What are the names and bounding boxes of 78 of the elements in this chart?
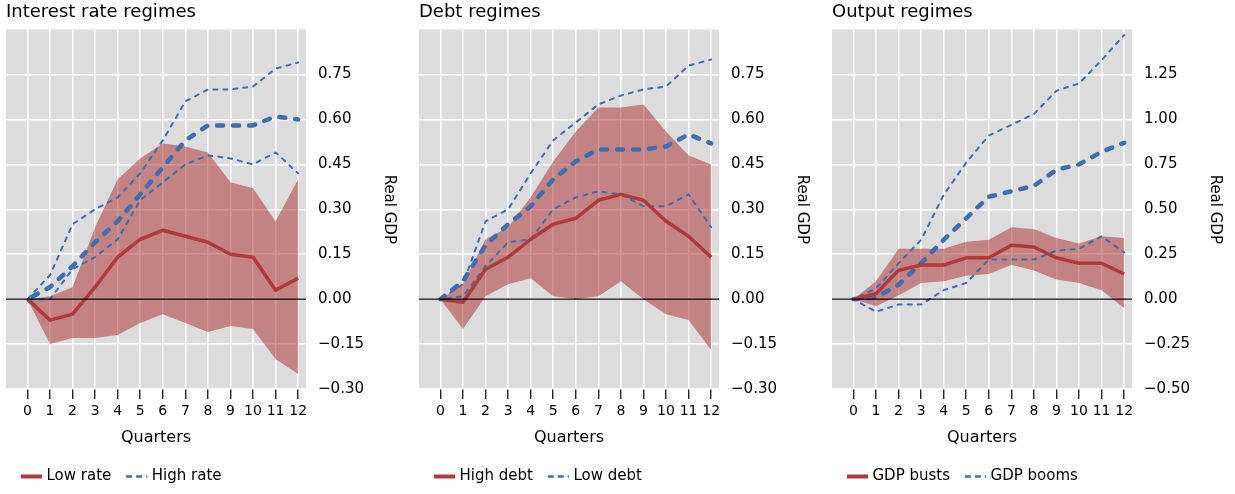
x-tick-label: 4 <box>939 402 949 419</box>
x-tick-label: 1 <box>45 402 55 419</box>
x-axis-title: Quarters <box>533 426 605 446</box>
y-tick-label: −0.50 <box>1144 378 1190 397</box>
x-tick-label: 8 <box>1029 402 1039 419</box>
chart-title: Output regimes <box>832 0 973 22</box>
x-tick-label: 5 <box>548 402 558 419</box>
x-tick-label: 6 <box>158 402 168 419</box>
x-tick-label: 3 <box>503 402 513 419</box>
y-tick-label: 0.45 <box>318 154 352 173</box>
y-tick-label: −0.25 <box>1144 333 1190 352</box>
x-tick-label: 11 <box>679 402 698 419</box>
y-tick-label: 0.25 <box>1144 244 1178 263</box>
legend-label: High debt <box>459 466 534 485</box>
legend-label: GDP booms <box>990 466 1078 485</box>
y-tick-label: 0.00 <box>1144 289 1178 308</box>
legend-label: High rate <box>151 466 222 485</box>
x-tick-label: 5 <box>961 402 971 419</box>
y-tick-label: −0.30 <box>318 378 364 397</box>
x-tick-label: 2 <box>894 402 904 419</box>
x-tick-label: 12 <box>289 402 308 419</box>
x-tick-label: 11 <box>266 402 285 419</box>
x-axis-title: Quarters <box>946 426 1018 446</box>
y-tick-label: 0.75 <box>731 64 765 83</box>
y-tick-label: 0.15 <box>731 244 765 263</box>
y-tick-label: −0.30 <box>731 378 777 397</box>
y-tick-label: 0.60 <box>731 109 765 128</box>
x-tick-label: 9 <box>1052 402 1061 419</box>
x-axis-title: Quarters <box>120 426 192 446</box>
x-tick-label: 9 <box>639 402 648 419</box>
x-tick-label: 3 <box>916 402 926 419</box>
x-tick-label: 0 <box>22 402 32 419</box>
x-tick-label: 2 <box>481 402 491 419</box>
y-tick-label: 0.75 <box>1144 154 1178 173</box>
x-tick-label: 6 <box>571 402 581 419</box>
x-tick-label: 12 <box>1115 402 1134 419</box>
y-tick-label: 0.00 <box>318 289 352 308</box>
x-tick-label: 0 <box>848 402 858 419</box>
x-tick-label: 9 <box>226 402 235 419</box>
y-tick-label: 1.25 <box>1144 64 1178 83</box>
x-tick-label: 2 <box>68 402 78 419</box>
x-tick-label: 8 <box>203 402 213 419</box>
x-tick-label: 4 <box>526 402 536 419</box>
y-tick-label: 0.45 <box>731 154 765 173</box>
x-tick-label: 1 <box>871 402 881 419</box>
x-tick-label: 6 <box>984 402 994 419</box>
y-tick-label: −0.15 <box>731 333 777 352</box>
x-tick-label: 0 <box>435 402 445 419</box>
y-tick-label: 0.00 <box>731 289 765 308</box>
x-tick-label: 10 <box>244 402 262 419</box>
y-tick-label: 1.00 <box>1144 109 1178 128</box>
y-tick-label: 0.60 <box>318 109 352 128</box>
chart-title: Debt regimes <box>419 0 541 22</box>
x-tick-label: 5 <box>135 402 145 419</box>
y-tick-label: 0.30 <box>731 199 765 218</box>
x-tick-label: 10 <box>1070 402 1088 419</box>
y-tick-label: −0.15 <box>318 333 364 352</box>
y-tick-label: 0.75 <box>318 64 352 83</box>
y-axis-title: Real GDP <box>1207 174 1226 244</box>
x-tick-label: 7 <box>593 402 603 419</box>
y-axis-title: Real GDP <box>381 174 400 244</box>
chart-title: Interest rate regimes <box>6 0 196 22</box>
y-axis-title: Real GDP <box>794 174 813 244</box>
x-tick-label: 1 <box>458 402 468 419</box>
y-tick-label: 0.15 <box>318 244 352 263</box>
legend-label: GDP busts <box>872 466 951 485</box>
x-tick-label: 3 <box>90 402 100 419</box>
legend-label: Low rate <box>46 466 112 485</box>
x-tick-label: 8 <box>616 402 626 419</box>
x-tick-label: 4 <box>113 402 123 419</box>
x-tick-label: 10 <box>657 402 675 419</box>
legend-label: Low debt <box>573 466 642 485</box>
x-tick-label: 11 <box>1092 402 1111 419</box>
y-tick-label: 0.30 <box>318 199 352 218</box>
x-tick-label: 7 <box>180 402 190 419</box>
y-tick-label: 0.50 <box>1144 199 1178 218</box>
x-tick-label: 7 <box>1006 402 1016 419</box>
x-tick-label: 12 <box>702 402 721 419</box>
